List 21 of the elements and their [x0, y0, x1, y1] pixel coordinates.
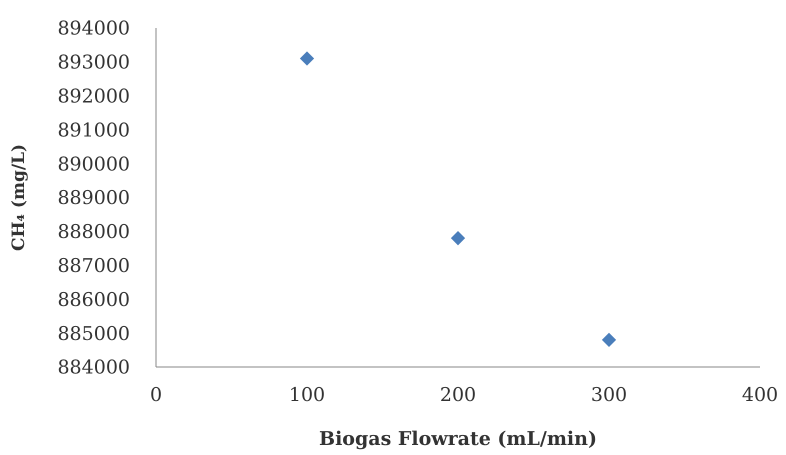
- y-tick-label: 891000: [57, 119, 130, 142]
- y-tick-label: 887000: [57, 254, 130, 277]
- y-tick-label: 888000: [57, 221, 130, 244]
- y-tick-label: 890000: [57, 153, 130, 176]
- x-tick-label: 400: [742, 384, 778, 406]
- y-tick-label: 885000: [57, 322, 130, 345]
- x-tick-label: 200: [440, 384, 476, 406]
- point: [602, 332, 616, 348]
- y-tick-label: 892000: [57, 85, 130, 108]
- x-tick-label: 100: [288, 384, 326, 406]
- x-axis-title: Biogas Flowrate (mL/min): [319, 428, 597, 450]
- point: [300, 51, 314, 66]
- y-tick-label: 889000: [57, 187, 130, 210]
- y-axis-title: CH₄ (mg/L): [9, 144, 29, 252]
- y-tick-label: 894000: [57, 18, 130, 40]
- x-tick-label: 300: [590, 384, 628, 406]
- y-tick-label: 886000: [57, 288, 130, 311]
- y-tick-label: 893000: [57, 52, 130, 74]
- point: [450, 231, 466, 246]
- x-tick-label: 0: [150, 384, 162, 406]
- y-tick-label: 884000: [57, 356, 130, 379]
